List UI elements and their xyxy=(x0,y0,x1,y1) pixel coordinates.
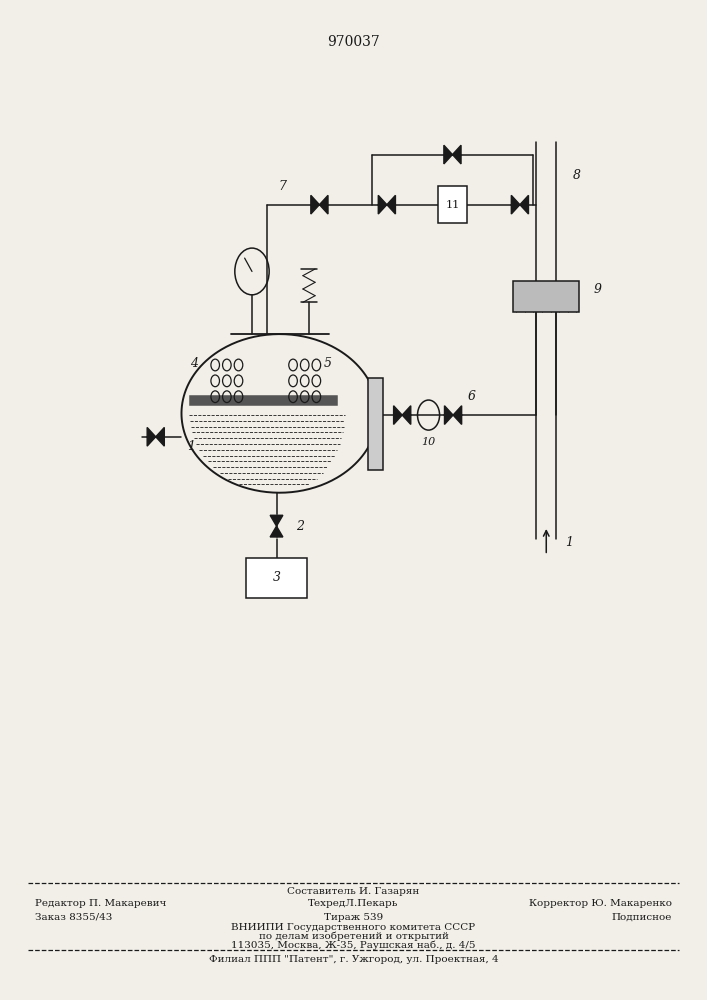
Text: 11: 11 xyxy=(445,200,460,210)
Polygon shape xyxy=(444,145,452,164)
Text: 1: 1 xyxy=(187,440,194,453)
Polygon shape xyxy=(445,406,453,424)
Text: 2: 2 xyxy=(296,520,304,533)
Polygon shape xyxy=(156,427,164,446)
Polygon shape xyxy=(270,526,283,537)
Text: 10: 10 xyxy=(421,437,436,447)
Bar xyxy=(438,186,467,223)
Polygon shape xyxy=(270,515,283,526)
Polygon shape xyxy=(402,406,411,424)
Text: Редактор П. Макаревич: Редактор П. Макаревич xyxy=(35,898,167,908)
Text: Корректор Ю. Макаренко: Корректор Ю. Макаренко xyxy=(529,898,672,908)
Bar xyxy=(513,281,579,312)
Polygon shape xyxy=(147,427,156,446)
Text: Заказ 8355/43: Заказ 8355/43 xyxy=(35,912,112,922)
Polygon shape xyxy=(452,145,461,164)
Polygon shape xyxy=(511,195,520,214)
Text: 6: 6 xyxy=(467,390,476,403)
Polygon shape xyxy=(378,195,387,214)
Text: 7: 7 xyxy=(279,180,286,193)
Text: по делам изобретений и открытий: по делам изобретений и открытий xyxy=(259,931,448,941)
Bar xyxy=(246,558,307,598)
Bar xyxy=(190,396,337,405)
Text: Подписное: Подписное xyxy=(612,912,672,922)
Text: 3: 3 xyxy=(272,571,281,584)
Text: 5: 5 xyxy=(323,357,332,370)
Polygon shape xyxy=(320,195,328,214)
Text: 1: 1 xyxy=(566,536,573,549)
Text: ТехредЛ.Пекарь: ТехредЛ.Пекарь xyxy=(308,898,399,908)
Polygon shape xyxy=(453,406,462,424)
Text: Составитель И. Газарян: Составитель И. Газарян xyxy=(287,886,420,896)
Text: Филиал ППП "Патент", г. Ужгород, ул. Проектная, 4: Филиал ППП "Патент", г. Ужгород, ул. Про… xyxy=(209,956,498,964)
Text: ВНИИПИ Государственного комитета СССР: ВНИИПИ Государственного комитета СССР xyxy=(231,922,476,932)
Polygon shape xyxy=(387,195,395,214)
Text: 8: 8 xyxy=(573,169,581,182)
Bar xyxy=(368,378,382,470)
Text: 9: 9 xyxy=(594,283,602,296)
Text: Тираж 539: Тираж 539 xyxy=(324,912,383,922)
Text: 113035, Москва, Ж-35, Раушская наб., д. 4/5: 113035, Москва, Ж-35, Раушская наб., д. … xyxy=(231,940,476,950)
Text: 4: 4 xyxy=(189,357,198,370)
Polygon shape xyxy=(311,195,320,214)
Polygon shape xyxy=(520,195,528,214)
Polygon shape xyxy=(394,406,402,424)
Text: 970037: 970037 xyxy=(327,35,380,49)
